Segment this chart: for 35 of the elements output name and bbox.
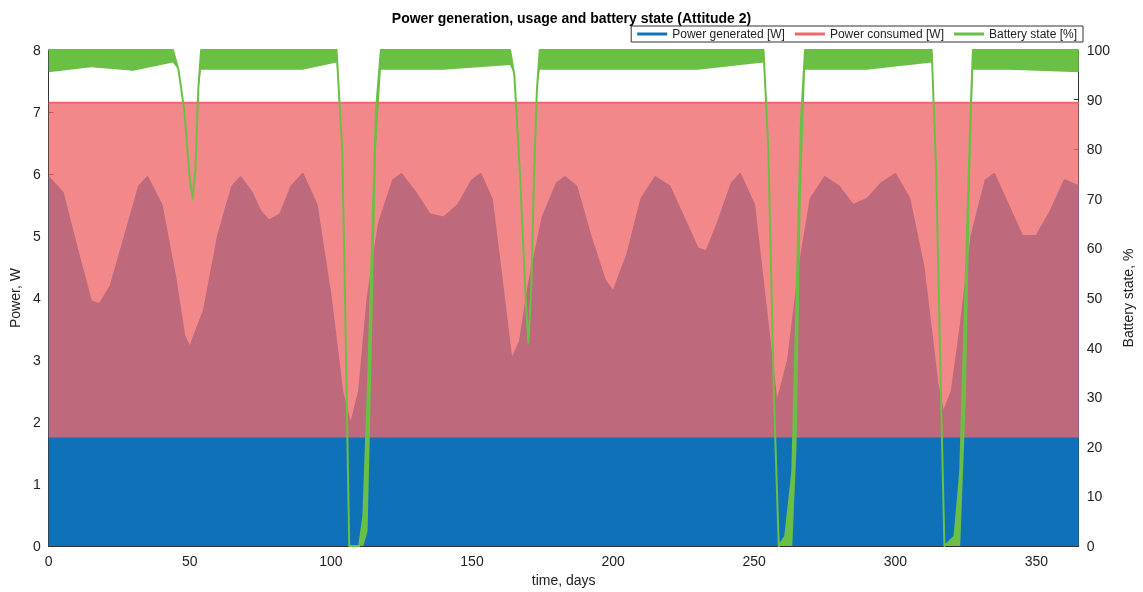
legend-label: Power consumed [W]: [829, 27, 944, 41]
y2-tick-label: 70: [1086, 190, 1103, 207]
y2-tick-label: 50: [1086, 290, 1103, 307]
y-tick-label: 5: [32, 228, 41, 245]
y-tick-label: 0: [32, 538, 41, 555]
y2-tick-label: 40: [1086, 339, 1103, 356]
y-tick-label: 4: [32, 290, 41, 307]
y2-axis-title: Battery state, %: [1120, 248, 1136, 348]
y-tick-label: 3: [32, 352, 41, 369]
x-tick-label: 200: [601, 553, 625, 570]
y-tick-label: 1: [32, 476, 41, 493]
y-tick-label: 8: [32, 42, 41, 58]
x-tick-label: 300: [883, 553, 908, 570]
x-tick-label: 250: [742, 553, 767, 570]
y2-tick-label: 20: [1086, 438, 1103, 455]
y-tick-label: 6: [32, 166, 41, 183]
legend-label: Power generated [W]: [672, 27, 785, 41]
y2-tick-label: 100: [1086, 42, 1111, 58]
y-axis-title: Power, W: [7, 267, 23, 328]
y2-tick-label: 30: [1086, 389, 1103, 406]
y2-tick-label: 80: [1086, 141, 1103, 158]
y-tick-label: 7: [32, 104, 41, 121]
x-tick-label: 150: [460, 553, 484, 570]
x-tick-label: 350: [1024, 553, 1049, 570]
y2-tick-label: 10: [1086, 488, 1103, 505]
chart-title: Power generation, usage and battery state (Attitude 2): [391, 10, 752, 26]
x-axis-title: time, days: [531, 572, 596, 588]
legend-label: Battery state [%]: [988, 27, 1078, 41]
x-tick-label: 50: [182, 553, 198, 570]
x-tick-label: 100: [319, 553, 343, 570]
y-tick-label: 2: [32, 414, 41, 431]
y2-tick-label: 0: [1086, 538, 1095, 555]
y2-tick-label: 90: [1086, 91, 1103, 108]
x-tick-label: 0: [44, 553, 53, 570]
y2-tick-label: 60: [1086, 240, 1103, 257]
